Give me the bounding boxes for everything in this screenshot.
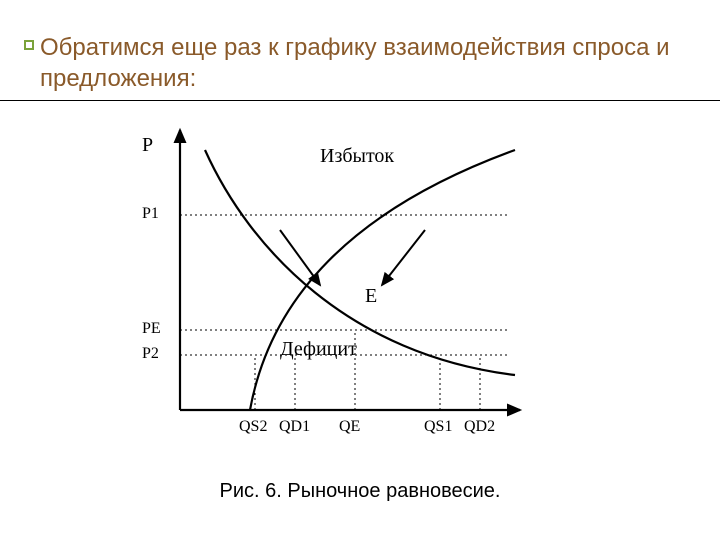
page-title: Обратимся еще раз к графику взаимодейств… (40, 32, 680, 94)
title-underline (0, 100, 720, 101)
title-bullet (24, 40, 34, 50)
x-tick-qe: QE (339, 418, 360, 436)
chart-svg (120, 120, 540, 450)
y-tick-p2: P2 (142, 345, 159, 363)
label-equilibrium: E (365, 285, 377, 308)
x-tick-qs2: QS2 (239, 418, 267, 436)
figure-caption: Рис. 6. Рыночное равновесие. (0, 480, 720, 503)
label-surplus: Избыток (320, 145, 394, 168)
label-deficit: Дефицит (280, 338, 357, 361)
x-tick-qs1: QS1 (424, 418, 452, 436)
x-tick-qd2: QD2 (464, 418, 495, 436)
y-tick-p1: P1 (142, 205, 159, 223)
x-tick-qd1: QD1 (279, 418, 310, 436)
y-axis-label: P (142, 134, 153, 157)
equilibrium-chart: P P1 PE P2 QS2 QD1 QE QS1 QD2 Избыток E … (120, 120, 540, 450)
y-tick-pe: PE (142, 320, 161, 338)
